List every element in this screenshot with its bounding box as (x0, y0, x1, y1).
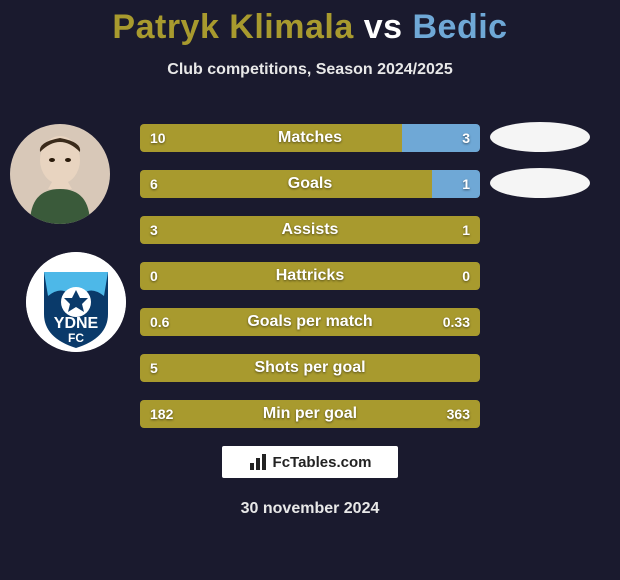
title-player2: Bedic (413, 8, 508, 46)
side-badges (490, 124, 610, 214)
stat-bar: Hattricks00 (140, 262, 480, 290)
bar-left-segment (140, 400, 480, 428)
bar-left-segment (140, 354, 480, 382)
bar-left-segment (140, 170, 432, 198)
person-icon (10, 124, 110, 224)
bar-right-segment (432, 170, 480, 198)
club-text-bottom: FC (68, 331, 84, 345)
bars-icon (249, 453, 269, 471)
stat-bar: Goals per match0.60.33 (140, 308, 480, 336)
shield-icon: YDNE FC (26, 252, 126, 352)
stat-bar: Min per goal182363 (140, 400, 480, 428)
player2-club-logo: YDNE FC (26, 252, 126, 352)
bar-left-segment (140, 124, 402, 152)
stats-bars: Matches103 Goals61 Assists31 Hattricks00 Goa… (140, 124, 480, 446)
brand-logo: FcTables.com (222, 446, 398, 478)
bar-left-segment (140, 216, 480, 244)
title-player1: Patryk Klimala (112, 8, 353, 46)
page-title: Patryk Klimala vs Bedic (0, 0, 620, 47)
stat-bar: Assists31 (140, 216, 480, 244)
club-text-top: YDNE (54, 315, 99, 332)
stat-bar: Matches103 (140, 124, 480, 152)
badge-ellipse (490, 168, 590, 198)
badge-ellipse (490, 122, 590, 152)
brand-text: FcTables.com (273, 454, 372, 471)
player1-avatar (10, 124, 110, 224)
bar-left-segment (140, 308, 480, 336)
footer-date: 30 november 2024 (0, 500, 620, 518)
stat-bar: Shots per goal5 (140, 354, 480, 382)
stat-bar: Goals61 (140, 170, 480, 198)
bar-left-segment (140, 262, 480, 290)
subtitle: Club competitions, Season 2024/2025 (0, 61, 620, 79)
title-vs: vs (364, 8, 403, 46)
avatars-column: YDNE FC (10, 124, 130, 380)
bar-right-segment (402, 124, 480, 152)
